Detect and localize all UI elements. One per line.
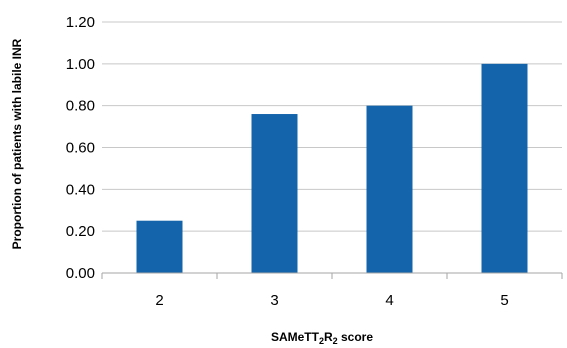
x-axis-label-subscript: 2 bbox=[319, 336, 324, 346]
y-axis-label: Proportion of patients with labile INR bbox=[10, 38, 24, 249]
x-axis bbox=[101, 272, 563, 279]
x-tick-label: 4 bbox=[385, 292, 393, 309]
y-tick-label: 0.00 bbox=[66, 265, 95, 282]
x-axis-label-part: SAMeTT bbox=[271, 330, 320, 344]
bars bbox=[136, 63, 528, 274]
bar bbox=[481, 63, 528, 274]
y-tick-label: 0.80 bbox=[66, 98, 95, 115]
bar bbox=[251, 114, 298, 274]
y-tick-label: 1.20 bbox=[66, 14, 95, 31]
x-axis-label-part: R bbox=[324, 330, 333, 344]
x-tick-label: 3 bbox=[270, 292, 278, 309]
x-tick-labels: 2 3 4 5 bbox=[155, 292, 508, 309]
x-axis-label-subscript: 2 bbox=[333, 336, 338, 346]
y-tick-label: 0.60 bbox=[66, 140, 95, 157]
x-tick-label: 2 bbox=[155, 292, 163, 309]
bar bbox=[366, 105, 413, 274]
bar bbox=[136, 220, 183, 273]
x-axis-label: SAMeTT2R2 score bbox=[271, 330, 373, 346]
x-axis-label-part: score bbox=[338, 330, 374, 344]
y-tick-label: 0.40 bbox=[66, 181, 95, 198]
x-tick-label: 5 bbox=[500, 292, 508, 309]
y-tick-label: 0.20 bbox=[66, 223, 95, 240]
y-tick-label: 1.00 bbox=[66, 56, 95, 73]
y-tick-labels: 0.00 0.20 0.40 0.60 0.80 1.00 1.20 bbox=[66, 14, 95, 282]
